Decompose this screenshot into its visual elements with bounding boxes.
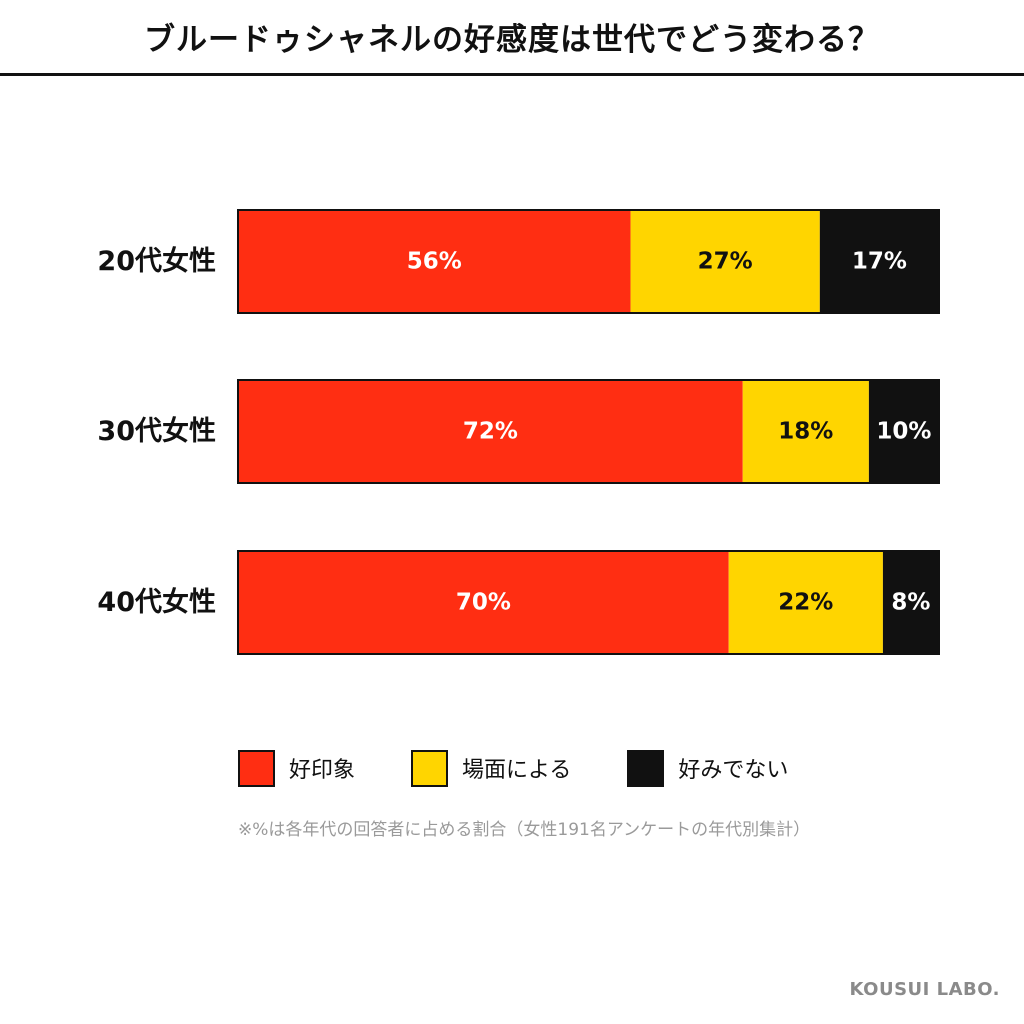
bar-segment-favorable: [238, 380, 743, 483]
category-label: 40代女性: [97, 586, 216, 618]
bar-value-label: 8%: [891, 590, 930, 616]
brand-logo-text: KOUSUI LABO.: [849, 979, 1000, 1000]
legend-swatch-unfavorable: [627, 749, 665, 787]
legend-label-favorable: 好印象: [289, 758, 356, 783]
bar-segment-depends: [630, 210, 820, 313]
bar-segment-favorable: [238, 210, 631, 313]
legend-swatch-depends: [411, 749, 449, 787]
legend-swatch-favorable: [238, 749, 275, 787]
footnote: ※%は各年代の回答者に占める割合（女性191名アンケートの年代別集計）: [238, 820, 811, 840]
bar-value-label: 10%: [876, 419, 931, 445]
legend-item-favorable: 好印象: [238, 749, 356, 787]
bar-segment-unfavorable: [882, 551, 939, 654]
legend-label-depends: 場面による: [462, 758, 572, 783]
bar-value-label: 17%: [852, 249, 907, 275]
bar-outline: [237, 550, 940, 655]
legend: 好印象 場面による 好みでない: [238, 748, 844, 788]
bar-value-label: 70%: [456, 590, 511, 616]
header: ブルードゥシャネルの好感度は世代でどう変わる？: [0, 0, 1024, 76]
legend-label-unfavorable: 好みでない: [678, 758, 789, 783]
bar-segment-unfavorable: [868, 380, 939, 483]
category-label: 20代女性: [97, 245, 216, 277]
bar-segment-unfavorable: [819, 210, 939, 313]
bar-segment-depends: [742, 380, 869, 483]
legend-item-unfavorable: 好みでない: [627, 749, 789, 787]
bar-value-label: 56%: [407, 249, 462, 275]
bar-value-label: 27%: [698, 249, 753, 275]
category-label: 30代女性: [97, 415, 216, 447]
bar-segment-favorable: [238, 551, 729, 654]
bar-segment-depends: [728, 551, 883, 654]
page-title: ブルードゥシャネルの好感度は世代でどう変わる？: [144, 22, 880, 58]
bar-value-label: 22%: [778, 590, 833, 616]
bar-outline: [237, 379, 940, 484]
stacked-bar-chart: 20代女性 56% 27% 17% 30代女性 72% 18% 10% 40代女性 70% 22% 8…: [97, 209, 940, 655]
bar-value-label: 72%: [463, 419, 518, 445]
legend-item-depends: 場面による: [411, 749, 572, 787]
bar-outline: [237, 209, 940, 314]
bar-value-label: 18%: [778, 419, 833, 445]
